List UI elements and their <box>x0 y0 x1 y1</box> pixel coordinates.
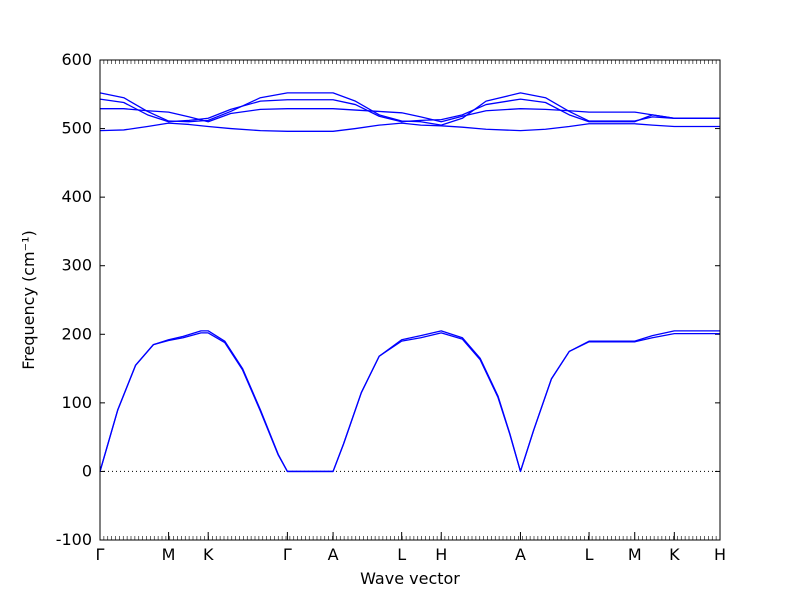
y-tick-label: 500 <box>61 119 92 138</box>
y-axis-label: Frequency (cm⁻¹) <box>19 230 38 369</box>
branch-line-4 <box>99 98 720 123</box>
branch-line-2 <box>99 332 720 473</box>
x-tick-label: Γ <box>96 545 105 564</box>
y-tick-label: 0 <box>82 461 92 480</box>
x-tick-label: K <box>203 545 214 564</box>
plot-area: -100 0 100 200 300 400 500 600 Γ M K Γ A L H A L M K H <box>56 50 726 564</box>
x-tick-label: L <box>585 545 594 564</box>
axes-frame <box>99 59 721 541</box>
y-tick-label: -100 <box>56 530 92 549</box>
x-tick-label: A <box>328 545 339 564</box>
x-tick-label: M <box>628 545 642 564</box>
x-tick-label: M <box>162 545 176 564</box>
y-tick-label: 100 <box>61 393 92 412</box>
x-tick-label: H <box>435 545 447 564</box>
x-tick-label: L <box>397 545 406 564</box>
x-axis-label: Wave vector <box>360 569 460 588</box>
y-tick-label: 200 <box>61 324 92 343</box>
y-tick-label: 300 <box>61 256 92 275</box>
x-tick-label: H <box>714 545 726 564</box>
x-tick-label: A <box>515 545 526 564</box>
branch-line-5 <box>100 108 720 123</box>
y-tick-label: 600 <box>61 50 92 69</box>
branch-line-6 <box>99 122 720 132</box>
y-tick-label: 400 <box>61 187 92 206</box>
x-tick-label: Γ <box>283 545 292 564</box>
x-tick-label: K <box>669 545 680 564</box>
